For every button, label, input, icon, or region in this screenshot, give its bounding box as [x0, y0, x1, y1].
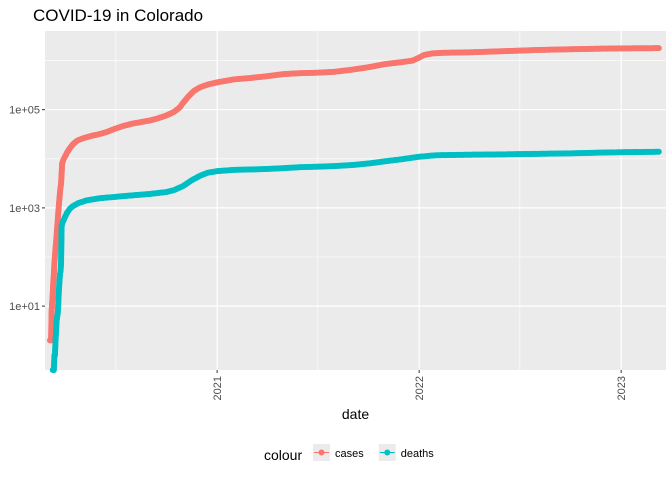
legend-item-deaths: deaths	[378, 444, 435, 461]
series-layer	[46, 45, 662, 373]
y-tick-label: 1e+01	[9, 301, 40, 313]
plot-panel	[45, 31, 666, 370]
y-tick-label: 1e+03	[9, 203, 40, 215]
x-axis-title: date	[342, 406, 369, 422]
minor-gridlines	[45, 31, 666, 370]
data-point-cases	[655, 45, 662, 52]
legend-item-cases: cases	[313, 444, 364, 461]
x-tick-label: 2021	[212, 376, 224, 400]
series-deaths	[49, 148, 662, 373]
x-tick-label: 2022	[414, 376, 426, 400]
x-axis: 2021 2022 2023	[212, 370, 628, 400]
legend-key-point	[384, 449, 391, 456]
legend-items: cases deaths	[313, 444, 434, 461]
y-tick-label: 1e+05	[9, 105, 40, 117]
legend: colour cases deaths	[264, 444, 434, 463]
legend-label: cases	[335, 448, 364, 460]
series-cases	[46, 45, 662, 344]
legend-label: deaths	[401, 448, 435, 460]
data-point-deaths	[655, 148, 662, 155]
major-gridlines	[45, 31, 666, 370]
y-axis: 1e+01 1e+03 1e+05	[9, 105, 45, 313]
x-tick-label: 2023	[616, 376, 628, 400]
legend-title: colour	[264, 447, 302, 463]
legend-key-point	[318, 449, 325, 456]
chart-title: COVID-19 in Colorado	[33, 6, 203, 25]
